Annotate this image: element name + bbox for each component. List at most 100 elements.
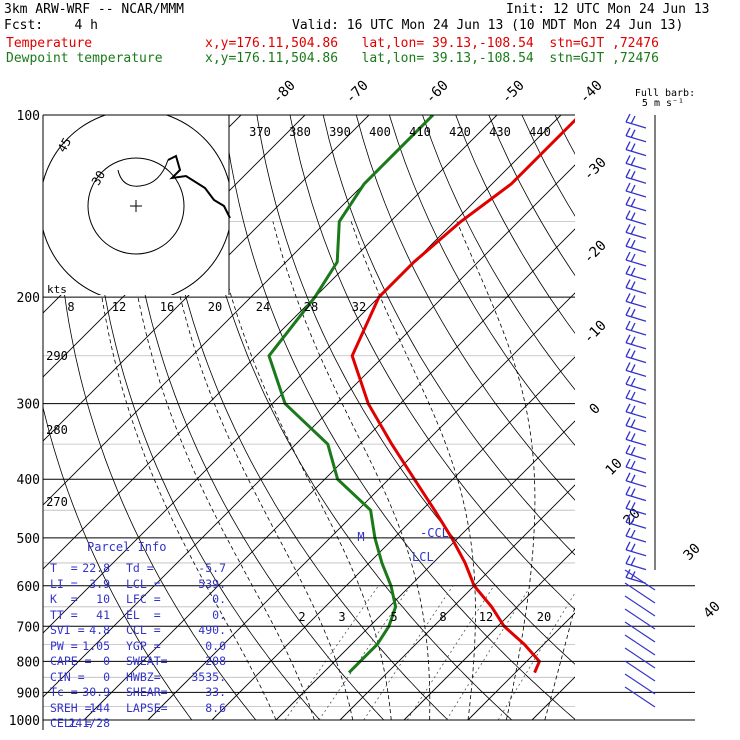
parcel-info-cell: SHEAR= [126,685,168,699]
wind-barb-staff-low [624,647,656,669]
wind-barb-flag [630,184,636,194]
wind-barb-flag [630,377,636,387]
isotherm-line [660,115,740,720]
model-title: 3km ARW-WRF -- NCAR/MMM [4,2,185,17]
lcl-marker: LCL [412,550,434,564]
wind-barb-flag [630,391,636,401]
parcel-info-cell: CCL = [126,623,161,637]
wind-barb-flag [630,515,636,525]
wind-barb-staff-low [624,595,656,617]
pressure-tick-label: 400 [17,473,40,488]
dry-adiabat [422,115,575,391]
theta-label: 420 [449,125,471,139]
isotherm-line [403,548,575,721]
wind-barb-flag [625,293,631,302]
wind-barb-staff [625,148,647,157]
wind-barb-staff-low [624,660,656,682]
parcel-info-cell: 0. [212,592,226,606]
isotherm-label: 0 [587,401,604,418]
wind-barb-flag [630,336,636,346]
wind-barb-staff [625,493,647,502]
wind-barb-flag [630,557,636,566]
mixing-ratio-label: 3 [338,610,345,624]
dry-adiabat [488,115,575,277]
moist-adiabat [126,221,315,721]
wind-barb-staff [625,342,647,350]
wind-barb-flag [625,334,631,344]
moist-adiabat [456,221,536,721]
wind-barb-flag [630,115,636,125]
dewpoint-legend-label: Dewpoint temperature [6,51,163,66]
wind-barb-flag [630,170,636,180]
theta-label: 270 [46,495,68,509]
parcel-info-cell: T = [50,561,78,575]
wind-barb-flag [630,364,636,373]
wind-barbs [624,113,656,708]
wind-barb-flag [630,502,636,511]
pressure-tick-label: 100 [17,109,40,124]
wind-barb-staff-low [624,673,656,695]
parcel-info-cell: K = [50,592,78,606]
hodograph-speed-label: 12 [112,300,126,314]
dewpoint-line [267,115,435,674]
wind-barb-staff [625,328,647,336]
dry-adiabat [289,115,575,611]
wind-barb-staff-low [624,686,656,708]
parcel-info-cell: CELL = [50,716,92,730]
wind-barb-staff [625,424,647,433]
pressure-tick-label: 200 [17,291,40,306]
isotherm-line [275,420,575,721]
wind-barb-flag [630,129,636,139]
isotherm-line [467,612,575,721]
parcel-info-cell: 10 [96,592,110,606]
wind-barb-staff [625,259,647,267]
wind-barb-flag [625,182,631,192]
wind-barb-flag [630,433,636,442]
wind-barb-staff [625,466,647,474]
wind-barb-staff [625,383,647,391]
wind-barb-flag [625,513,631,523]
wind-barb-flag [625,237,631,247]
wind-barb-flag [630,267,636,277]
dry-adiabat [43,405,193,721]
parcel-info-cell: 33. [205,685,226,699]
parcel-info-cell: LI = [50,576,78,591]
wind-barb-staff [625,245,647,253]
moist-adiabat [212,221,392,721]
parcel-info-cell: SREH = [50,700,92,715]
mixing-ratio-label: 20 [537,610,551,624]
temperature-legend-info: x,y=176.11,504.86 lat,lon= 39.13,-108.54… [205,36,659,51]
mixing-ratio-label: 5 [390,610,397,624]
theta-label: 430 [489,125,511,139]
parcel-info-cell: 490. [198,623,226,637]
wind-barb-staff [625,480,647,488]
mixing-ratio-line [363,585,454,721]
wind-barb-staff [625,204,647,212]
hodograph: 45 30 [43,115,231,295]
parcel-info-cell: CIN = [50,669,85,684]
parcel-info-cell: SVI = [50,623,85,637]
parcel-info-cell: 0 [103,669,110,684]
wind-barb-staff-low [624,634,656,656]
wind-barb-staff [625,397,647,405]
dry-adiabat [688,115,740,720]
isotherm-label: -50 [499,78,528,107]
dry-adiabat [256,115,575,665]
wind-barb-staff [625,521,647,529]
valid-time: Valid: 16 UTC Mon 24 Jun 13 (10 MDT Mon … [292,18,684,33]
isotherm-line [211,356,575,721]
wind-barb-flag [625,348,631,357]
wind-barb-flag [630,474,636,484]
dry-adiabat [654,115,740,720]
theta-label: 440 [529,125,551,139]
wind-barb-flag [625,389,631,399]
dry-adiabat [190,115,513,721]
wind-barb-staff-low [624,608,656,630]
parcel-info-cell: 241/28 [68,716,110,730]
parcel-info-cell: -5.7 [198,561,226,575]
wind-barb-flag [625,210,631,219]
wind-barb-flag [630,529,636,539]
parcel-info-cell: 208 [205,654,226,668]
wind-barb-flag [625,306,631,316]
